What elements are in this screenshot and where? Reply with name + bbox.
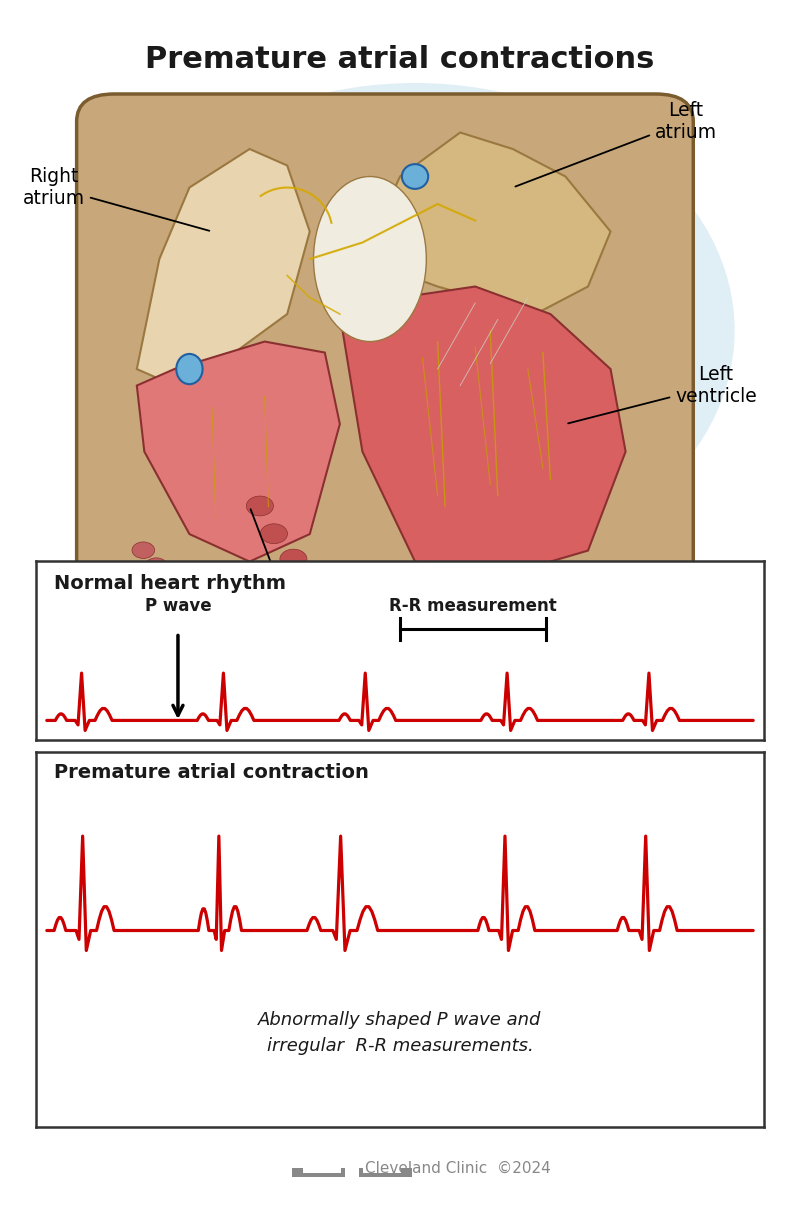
Circle shape — [399, 613, 426, 634]
Circle shape — [570, 584, 598, 603]
Text: P wave: P wave — [145, 597, 211, 614]
Ellipse shape — [176, 354, 202, 384]
Text: Right ventricle: Right ventricle — [218, 509, 356, 615]
Ellipse shape — [402, 164, 428, 189]
Circle shape — [196, 589, 218, 604]
Circle shape — [365, 603, 392, 624]
Circle shape — [178, 582, 200, 598]
Text: Left
ventricle: Left ventricle — [568, 365, 757, 423]
Circle shape — [215, 591, 238, 608]
Circle shape — [333, 590, 360, 609]
Circle shape — [145, 557, 167, 574]
Text: Abnormally shaped P wave and
irregular  R-R measurements.: Abnormally shaped P wave and irregular R… — [258, 1011, 542, 1055]
Circle shape — [506, 611, 533, 630]
Text: Premature atrial contractions: Premature atrial contractions — [146, 45, 654, 74]
Circle shape — [304, 572, 331, 591]
Circle shape — [160, 571, 182, 588]
Circle shape — [470, 617, 498, 636]
Text: R-R measurement: R-R measurement — [389, 597, 557, 614]
Circle shape — [132, 542, 154, 559]
Circle shape — [254, 588, 277, 603]
Polygon shape — [340, 287, 626, 573]
Circle shape — [260, 523, 287, 544]
Polygon shape — [137, 149, 310, 386]
Circle shape — [235, 591, 258, 608]
Circle shape — [273, 579, 295, 596]
Circle shape — [434, 618, 462, 637]
Circle shape — [246, 496, 274, 516]
Text: Cleveland Clinic  ©2024: Cleveland Clinic ©2024 — [365, 1161, 550, 1175]
Ellipse shape — [95, 83, 734, 578]
Polygon shape — [362, 133, 610, 314]
FancyBboxPatch shape — [359, 1168, 412, 1176]
Text: Left
atrium: Left atrium — [515, 102, 717, 186]
Polygon shape — [137, 341, 340, 561]
FancyBboxPatch shape — [292, 1168, 345, 1176]
FancyBboxPatch shape — [303, 1168, 341, 1173]
Text: Right
atrium: Right atrium — [23, 167, 210, 231]
Circle shape — [280, 549, 307, 569]
Ellipse shape — [314, 177, 426, 341]
FancyBboxPatch shape — [77, 94, 694, 600]
Circle shape — [539, 600, 566, 619]
FancyBboxPatch shape — [363, 1168, 401, 1173]
Text: Normal heart rhythm: Normal heart rhythm — [54, 573, 286, 592]
Ellipse shape — [152, 135, 678, 548]
Text: Premature atrial contraction: Premature atrial contraction — [54, 763, 369, 782]
Circle shape — [290, 568, 312, 585]
